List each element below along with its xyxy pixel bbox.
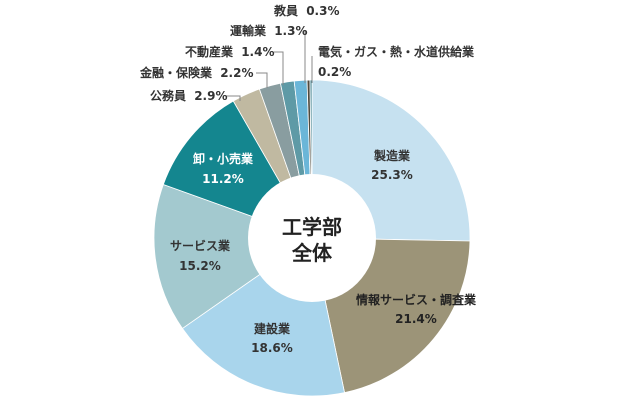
leader-line-realestate bbox=[274, 51, 284, 85]
label-manufacturing-pct: 25.3% bbox=[371, 168, 413, 182]
label-construction-name: 建設業 bbox=[253, 321, 291, 336]
label-services-name: サービス業 bbox=[170, 238, 231, 253]
leader-line-finance bbox=[256, 72, 268, 88]
pie-slice-3 bbox=[153, 183, 313, 329]
label-services-pct: 15.2% bbox=[179, 259, 221, 273]
label-teachers: 教員 0.3% bbox=[273, 3, 339, 18]
label-wholesale-pct: 11.2% bbox=[202, 172, 244, 186]
donut-hole bbox=[248, 174, 376, 302]
label-info-services-pct: 21.4% bbox=[395, 312, 437, 326]
label-transport: 運輸業 1.3% bbox=[230, 23, 307, 38]
label-manufacturing-name: 製造業 bbox=[373, 148, 411, 163]
leader-line-public bbox=[226, 95, 241, 101]
label-finance: 金融・保険業 2.2% bbox=[139, 65, 253, 80]
label-realestate: 不動産業 1.4% bbox=[185, 44, 274, 59]
center-label-line1: 工学部 bbox=[282, 215, 342, 239]
label-public: 公務員 2.9% bbox=[150, 88, 227, 103]
leader-lines bbox=[226, 30, 313, 101]
label-info-services-name: 情報サービス・調査業 bbox=[356, 292, 477, 307]
center-label-line2: 全体 bbox=[291, 241, 333, 265]
label-utilities-pct: 0.2% bbox=[318, 65, 351, 79]
label-wholesale-name: 卸・小売業 bbox=[193, 151, 254, 166]
label-utilities-name: 電気・ガス・熱・水道供給業 bbox=[318, 44, 475, 59]
label-construction-pct: 18.6% bbox=[251, 341, 293, 355]
